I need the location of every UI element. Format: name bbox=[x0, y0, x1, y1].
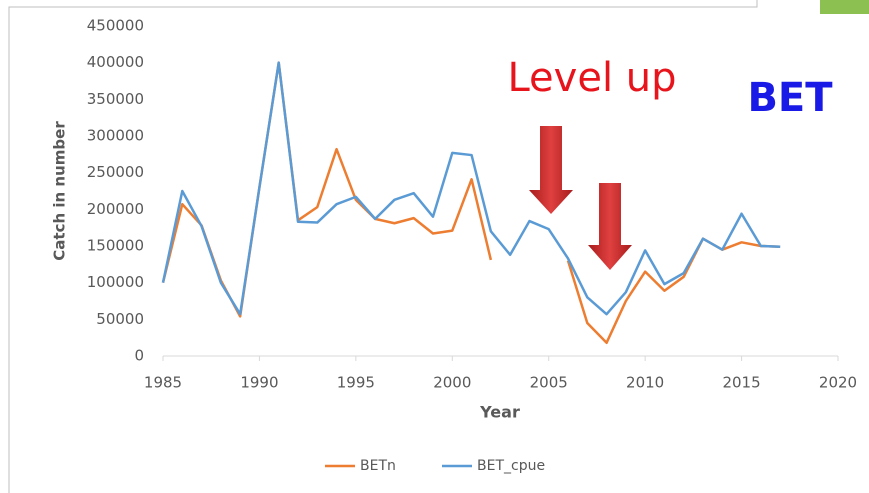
legend-label: BETn bbox=[360, 458, 396, 474]
y-tick-label: 0 bbox=[134, 347, 144, 365]
x-axis-label: Year bbox=[479, 403, 520, 422]
frame bbox=[8, 0, 758, 493]
y-tick-label: 150000 bbox=[87, 237, 144, 255]
x-tick-label: 2020 bbox=[819, 374, 857, 392]
annotation: Level up bbox=[507, 55, 676, 101]
legend-label: BET_cpue bbox=[477, 458, 545, 474]
y-tick-label: 300000 bbox=[87, 127, 144, 145]
arrow bbox=[529, 126, 573, 214]
x-tick-label: 2005 bbox=[530, 374, 568, 392]
x-tick-label: 1990 bbox=[240, 374, 278, 392]
x-tick-label: 2015 bbox=[722, 374, 760, 392]
x-tick-label: 1985 bbox=[144, 374, 182, 392]
y-tick-label: 50000 bbox=[96, 310, 144, 328]
y-tick-label: 450000 bbox=[87, 17, 144, 35]
x-tick-label: 1995 bbox=[337, 374, 375, 392]
y-tick-label: 400000 bbox=[87, 53, 144, 71]
x-tick-label: 2000 bbox=[433, 374, 471, 392]
x-tick-label: 2010 bbox=[626, 374, 664, 392]
y-tick-label: 350000 bbox=[87, 90, 144, 108]
corner-decoration bbox=[820, 0, 869, 14]
y-tick-label: 250000 bbox=[87, 163, 144, 181]
y-tick-label: 200000 bbox=[87, 200, 144, 218]
annotation: BET bbox=[747, 75, 833, 121]
arrow bbox=[588, 183, 632, 270]
y-axis-label: Catch in number bbox=[51, 121, 69, 261]
y-tick-label: 100000 bbox=[87, 273, 144, 291]
series-line bbox=[161, 61, 781, 316]
